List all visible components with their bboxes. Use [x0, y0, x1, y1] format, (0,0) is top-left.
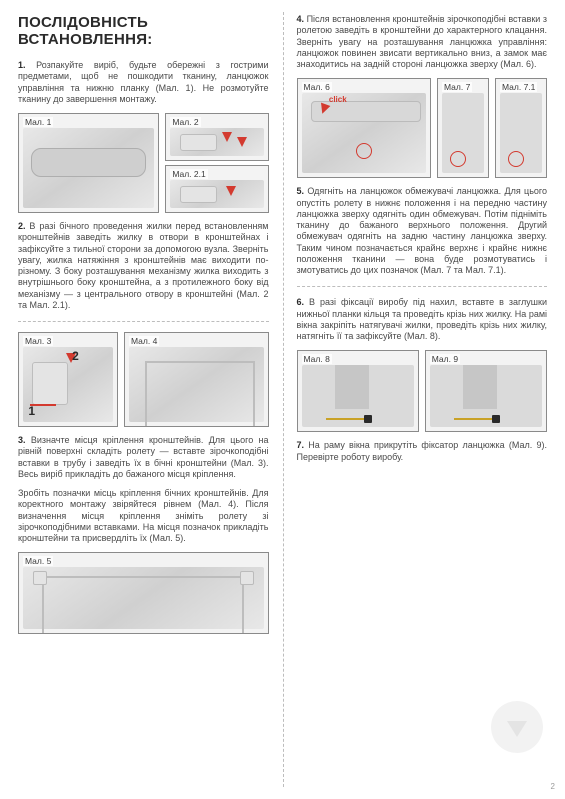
- figure-4-illus: [129, 347, 264, 422]
- right-column: 4. Після встановлення кронштейнів зірочк…: [283, 0, 565, 799]
- figure-7-1-illus: [500, 93, 542, 173]
- step-3-text: Визначте місця кріплення кронштейнів. Дл…: [18, 435, 269, 479]
- step-3-num: 3.: [18, 435, 26, 445]
- step-1: 1. Розпакуйте виріб, будьте обережні з г…: [18, 60, 269, 105]
- red-circle-icon: [356, 143, 372, 159]
- figure-8-label: Мал. 8: [302, 354, 332, 364]
- step-5-num: 5.: [297, 186, 305, 196]
- figure-1-illus: [23, 128, 154, 208]
- figure-2-1: Мал. 2.1: [165, 165, 268, 213]
- fig-row-5: Мал. 5: [18, 552, 269, 634]
- click-label: click: [329, 95, 347, 104]
- figure-2-1-illus: [170, 180, 263, 208]
- step-2-num: 2.: [18, 221, 26, 231]
- figure-7-label: Мал. 7: [442, 82, 472, 92]
- step-6-text: В разі фіксації виробу під нахил, вставт…: [297, 297, 548, 341]
- figure-3: Мал. 3 1 2: [18, 332, 118, 427]
- red-circle-icon: [508, 151, 524, 167]
- bracket-icon: [240, 571, 254, 585]
- step-5: 5. Одягніть на ланцюжок обмежувачі ланцю…: [297, 186, 548, 276]
- step-3: 3. Визначте місця кріплення кронштейнів.…: [18, 435, 269, 480]
- screwdriver-icon: [454, 418, 494, 420]
- step-2: 2. В разі бічного проведення жилки перед…: [18, 221, 269, 311]
- horizontal-divider: [297, 286, 548, 287]
- figure-1: Мал. 1: [18, 113, 159, 213]
- figure-6-label: Мал. 6: [302, 82, 332, 92]
- step-4-num: 4.: [297, 14, 305, 24]
- figure-2: Мал. 2: [165, 113, 268, 161]
- page-number: 2: [551, 782, 555, 791]
- step-6: 6. В разі фіксації виробу під нахил, вст…: [297, 297, 548, 342]
- step-2-text: В разі бічного проведення жилки перед вс…: [18, 221, 269, 310]
- red-arrow-icon: [222, 132, 232, 142]
- figure-9-label: Мал. 9: [430, 354, 460, 364]
- figure-5-illus: [23, 567, 264, 629]
- figure-2-illus: [170, 128, 263, 156]
- figure-9-illus: [430, 365, 542, 427]
- red-arrow-icon: [226, 186, 236, 196]
- figure-5: Мал. 5: [18, 552, 269, 634]
- fabric-icon: [335, 365, 369, 408]
- figure-4-label: Мал. 4: [129, 336, 159, 346]
- screwdriver-icon: [326, 418, 366, 420]
- step-1-text: Розпакуйте виріб, будьте обережні з гост…: [18, 60, 269, 104]
- figure-1-label: Мал. 1: [23, 117, 53, 127]
- left-column: ПОСЛІДОВНІСТЬ ВСТАНОВЛЕННЯ: 1. Розпакуйт…: [0, 0, 283, 799]
- fabric-icon: [463, 365, 497, 408]
- figure-7-1: Мал. 7.1: [495, 78, 547, 178]
- step-5-text: Одягніть на ланцюжок обмежувачі ланцюжка…: [297, 186, 548, 275]
- fig-row-6-7: Мал. 6 click Мал. 7 Мал. 7.1: [297, 78, 548, 178]
- step-3b: Зробіть позначки місць кріплення бічних …: [18, 488, 269, 544]
- figure-3-label: Мал. 3: [23, 336, 53, 346]
- step-7-num: 7.: [297, 440, 305, 450]
- step-7: 7. На раму вікна прикрутіть фіксатор лан…: [297, 440, 548, 463]
- figure-4: Мал. 4: [124, 332, 269, 427]
- watermark-icon: [491, 701, 543, 753]
- callout-2: 2: [72, 349, 79, 363]
- figure-6: Мал. 6 click: [297, 78, 432, 178]
- red-line-icon: [30, 404, 56, 406]
- figure-2-1-label: Мал. 2.1: [170, 169, 207, 179]
- fig-row-1-2: Мал. 1 Мал. 2 Мал. 2.1: [18, 113, 269, 213]
- window-frame-icon: [42, 576, 244, 633]
- step-7-text: На раму вікна прикрутіть фіксатор ланцюж…: [297, 440, 548, 461]
- fig-row-3-4: Мал. 3 1 2 Мал. 4: [18, 332, 269, 427]
- callout-1: 1: [28, 404, 35, 418]
- step-1-num: 1.: [18, 60, 26, 70]
- figure-3-illus: 1 2: [23, 347, 113, 422]
- figure-7: Мал. 7: [437, 78, 489, 178]
- page-title: ПОСЛІДОВНІСТЬ ВСТАНОВЛЕННЯ:: [18, 14, 269, 48]
- step-6-num: 6.: [297, 297, 305, 307]
- horizontal-divider: [18, 321, 269, 322]
- step-4: 4. Після встановлення кронштейнів зірочк…: [297, 14, 548, 70]
- bracket-icon: [33, 571, 47, 585]
- figure-9: Мал. 9: [425, 350, 547, 432]
- figure-7-illus: [442, 93, 484, 173]
- window-frame-icon: [145, 361, 255, 427]
- figure-2-label: Мал. 2: [170, 117, 200, 127]
- figure-7-1-label: Мал. 7.1: [500, 82, 537, 92]
- figure-6-illus: click: [302, 93, 427, 173]
- figure-5-label: Мал. 5: [23, 556, 53, 566]
- red-circle-icon: [450, 151, 466, 167]
- step-4-text: Після встановлення кронштейнів зірочкопо…: [297, 14, 548, 69]
- figure-8-illus: [302, 365, 414, 427]
- fig-row-8-9: Мал. 8 Мал. 9: [297, 350, 548, 432]
- figure-8: Мал. 8: [297, 350, 419, 432]
- red-arrow-icon: [237, 137, 247, 147]
